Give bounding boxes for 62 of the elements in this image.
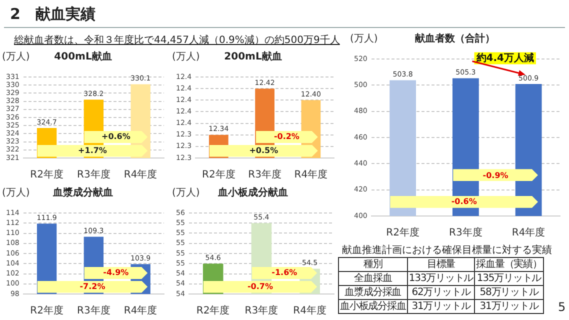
x-tick-label: R3年度 [449,226,482,239]
text: 全血採血 [338,272,408,286]
arrow-label: +0.6% [84,130,148,143]
annotation: -0.9% [482,170,508,180]
arrow-label: -0.7% [203,280,318,293]
text: 58万リットル [474,286,544,300]
x-tick-label: R4年度 [512,226,546,239]
text: 62万リットル [407,286,475,300]
annotation: -0.2% [274,132,300,142]
y-axis-title: (万人) [2,52,30,63]
chart-title: 400mL献血 [54,50,112,63]
text: 種別 [338,258,408,272]
x-tick-label: R2年度 [30,168,64,181]
arrow-label: +1.7% [37,144,148,157]
text: 135万リットル [474,272,544,286]
annotation: +1.7% [78,146,107,156]
text: 133万リットル [407,272,475,286]
annotation: -0.6% [451,197,477,206]
annotation: -4.9% [103,268,129,278]
annotation: 約4.4万人減 [475,52,534,64]
arrow-label: -0.9% [453,169,538,182]
text: 血漿成分採血 [338,286,408,300]
y-axis-title: (万人) [350,34,378,45]
y-axis-title: (万人) [172,52,200,63]
chart-title: 血漿成分献血 [52,186,113,199]
chart-title: 献血者数（合計） [415,32,495,45]
arrow-label: -1.6% [252,266,318,279]
x-tick-label: R4年度 [124,304,158,317]
annotation: -0.7% [247,282,273,292]
text: 2 献血実績 [10,5,96,24]
arrow-label: -0.6% [390,196,538,208]
text: 献血推進計画における確保目標量に対する実績 [341,244,553,257]
text: 5 [558,300,566,314]
x-tick-label: R4年度 [294,168,328,181]
annotation: +0.6% [101,132,130,142]
arrow-label: +0.5% [209,144,318,157]
chart-title: 血小板成分献血 [217,186,288,199]
text: 31万リットル [474,300,544,314]
chart-title: 200mL献血 [224,50,282,63]
x-tick-label: R2年度 [386,226,420,239]
x-tick-label: R4年度 [293,304,326,317]
arrow-label: -4.9% [84,266,148,279]
x-tick-label: R3年度 [77,304,110,317]
text: 総献血者数は、令和３年度比で44,457人減（0.9%減）の約500万9千人 [14,34,340,47]
arrow-label: -0.2% [256,130,318,143]
annotation: -1.6% [272,268,298,278]
x-tick-label: R3年度 [248,168,282,181]
x-tick-label: R2年度 [202,168,236,181]
arrow-label: -7.2% [37,280,148,293]
annotation: +0.5% [249,146,278,156]
x-tick-label: R4年度 [124,168,158,181]
annotation: -7.2% [80,282,106,292]
text: 血小板成分採血 [338,300,408,314]
x-tick-label: R2年度 [30,304,64,317]
x-tick-label: R3年度 [244,304,278,317]
y-axis-title: (万人) [172,188,200,199]
text: 採血量（実績） [474,258,544,272]
x-tick-label: R3年度 [77,168,110,181]
text: 31万リットル [407,300,475,314]
text: 目標量 [407,258,475,272]
x-tick-label: R2年度 [196,304,230,317]
y-axis-title: (万人) [2,188,30,199]
